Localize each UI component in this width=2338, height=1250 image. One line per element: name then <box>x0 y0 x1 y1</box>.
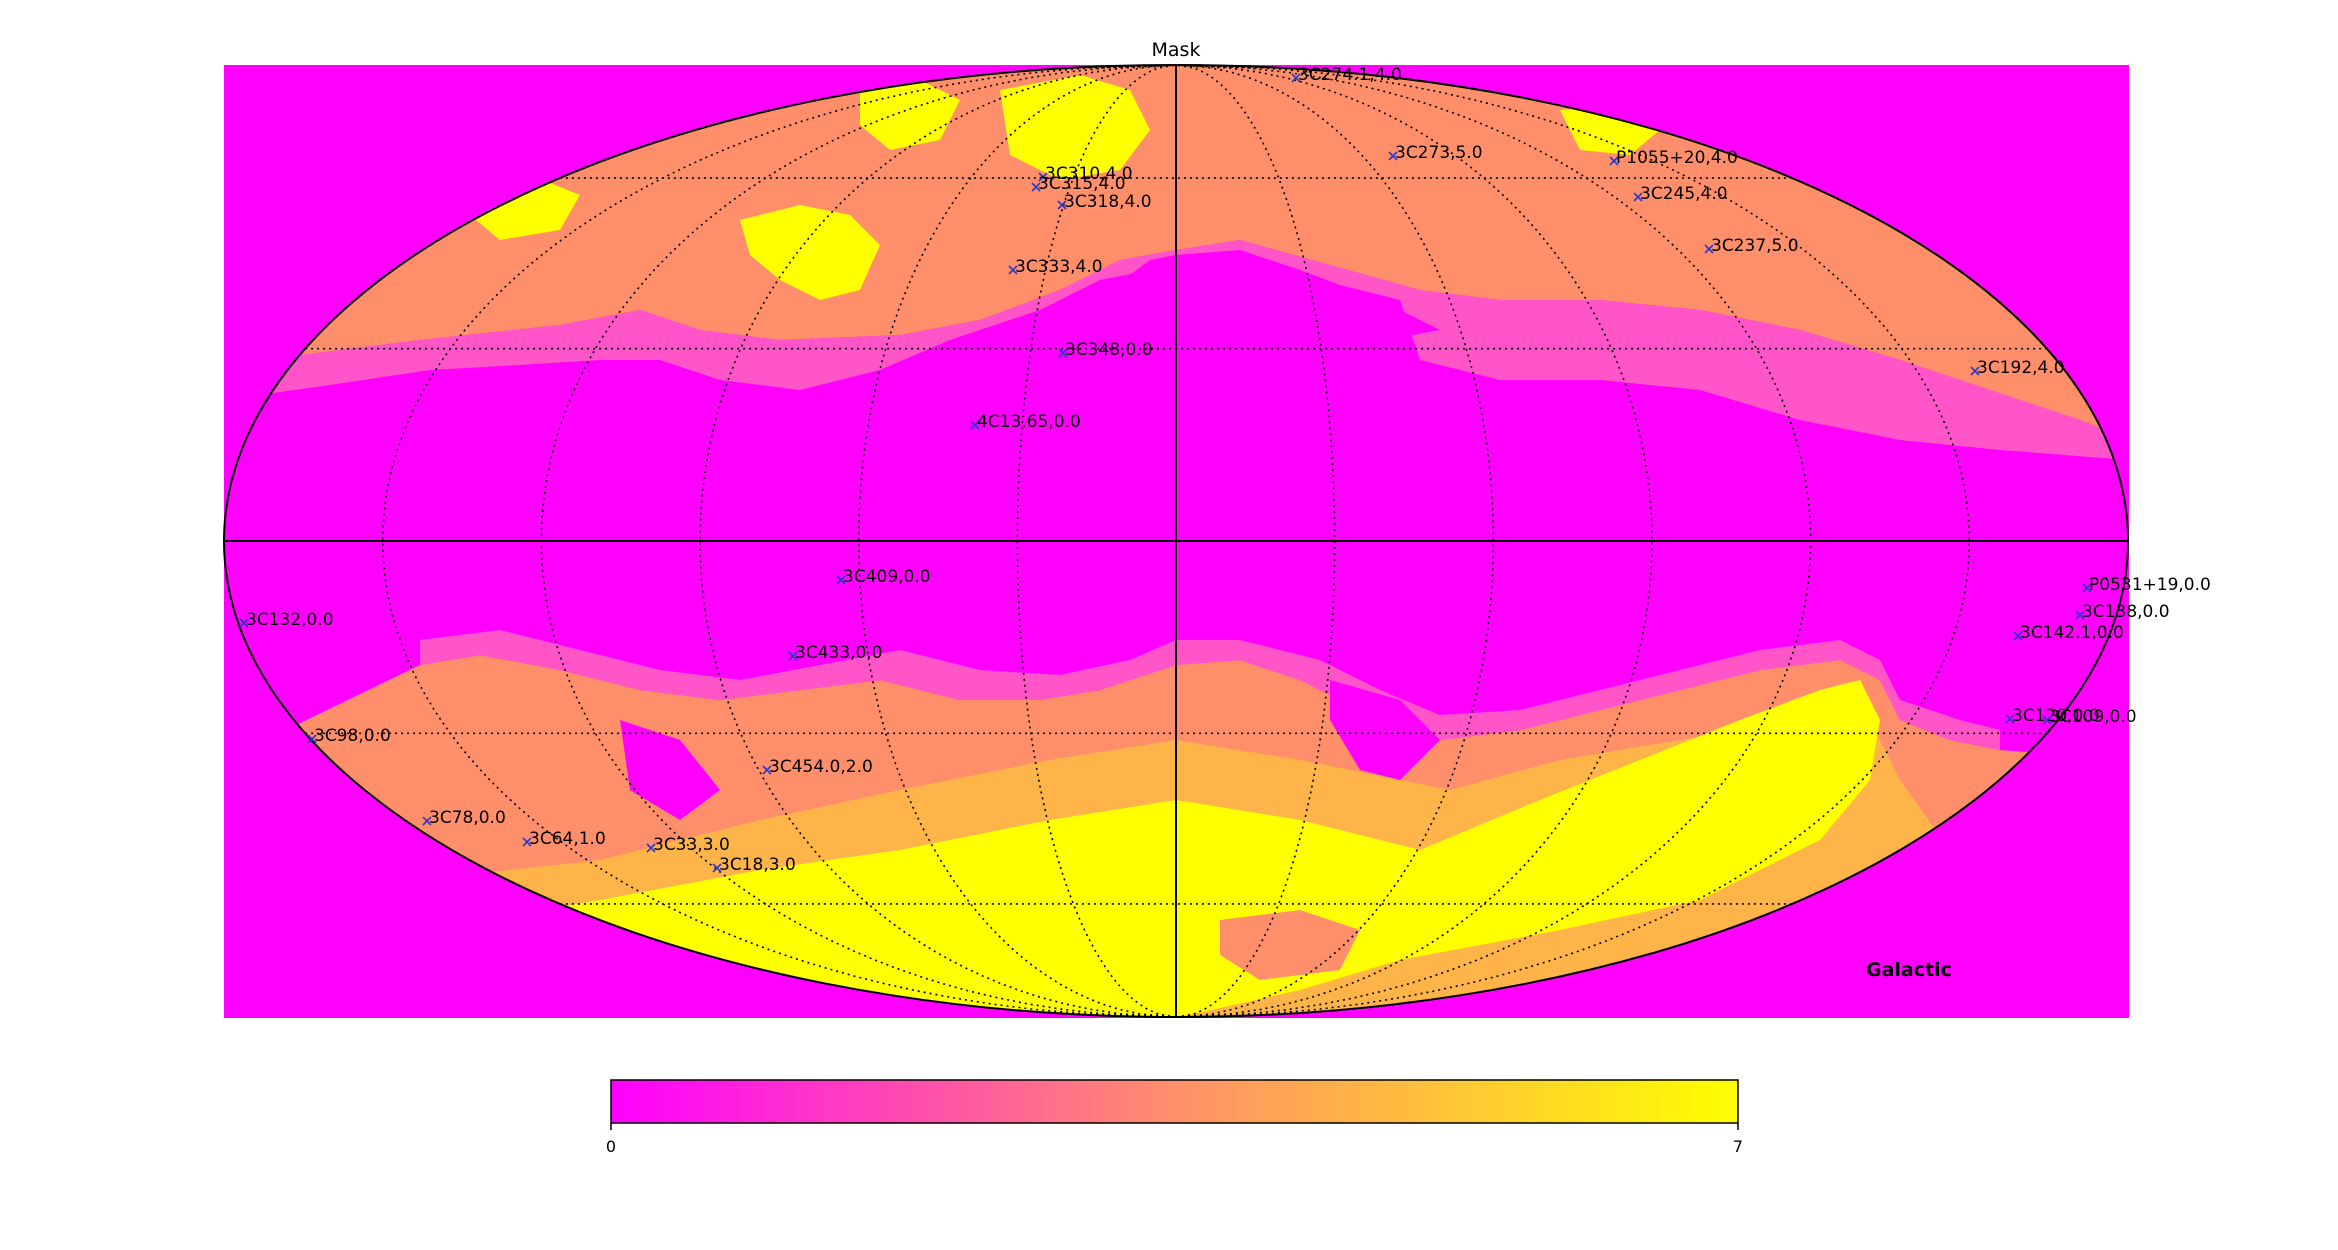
source-marker: 3C120,0.0 <box>2005 706 2100 726</box>
source-label: 3C274.1,4.0 <box>1298 65 1402 85</box>
source-label: 3C33,3.0 <box>653 835 730 855</box>
source-label: 3C433,0.0 <box>795 643 883 663</box>
source-x-icon <box>2042 715 2052 725</box>
source-label: 3C273,5.0 <box>1395 143 1483 163</box>
source-marker: P0531+19,0.0 <box>2082 575 2211 595</box>
source-marker: 3C274.1,4.0 <box>1291 65 1402 85</box>
source-label: 3C245,4.0 <box>1640 184 1728 204</box>
source-x-icon <box>1057 200 1067 210</box>
source-x-icon <box>307 734 317 744</box>
source-marker: 3C138,0.0 <box>2075 602 2170 622</box>
source-x-icon <box>1008 265 1018 275</box>
source-marker: 3C18,3.0 <box>712 855 796 875</box>
source-label: 3C409,0.0 <box>843 567 931 587</box>
north-magenta-intrusion <box>1110 250 1440 380</box>
source-label: 3C78,0.0 <box>429 808 506 828</box>
source-x-icon <box>788 651 798 661</box>
source-x-icon <box>1633 192 1643 202</box>
meridian-line <box>857 64 1177 1018</box>
north-yellow-patch-2 <box>1000 75 1150 180</box>
source-x-icon <box>712 863 722 873</box>
source-marker: 3C433,0.0 <box>788 643 883 663</box>
source-marker: 3C245,4.0 <box>1633 184 1728 204</box>
source-marker: 3C310,4.0 <box>1038 164 1133 184</box>
north-yellow-patch-1 <box>740 205 880 300</box>
source-x-icon <box>1031 182 1041 192</box>
colorbar-max-label: 7 <box>1733 1137 1743 1156</box>
source-marker: 3C64,1.0 <box>522 829 606 849</box>
source-marker: 3C333,4.0 <box>1008 257 1103 277</box>
source-marker: 3C132,0.0 <box>239 610 334 630</box>
map-title: Mask <box>1152 39 1201 61</box>
source-label: 3C318,4.0 <box>1064 192 1152 212</box>
source-x-icon <box>2075 610 2085 620</box>
source-marker: 3C98,0.0 <box>307 726 391 746</box>
north-yellow-patch-3 <box>860 80 960 150</box>
source-x-icon <box>422 816 432 826</box>
source-marker: P1055+20,4.0 <box>1609 148 1738 168</box>
source-label: 3C98,0.0 <box>314 726 391 746</box>
source-marker: 3C273,5.0 <box>1388 143 1483 163</box>
north-salmon-region <box>224 65 2128 440</box>
meridian-line <box>1175 64 1495 1018</box>
source-marker: 3C109,0.0 <box>2042 707 2137 727</box>
source-label: 3C138,0.0 <box>2082 602 2170 622</box>
source-label: P1055+20,4.0 <box>1616 148 1738 168</box>
source-labels: 3C274.1,4.0 3C273,5.0 P1055+20,4.0 3C310… <box>239 65 2211 875</box>
source-x-icon <box>239 618 249 628</box>
source-x-icon <box>836 575 846 585</box>
coordinate-system-label: Galactic <box>1866 959 1952 981</box>
source-x-icon <box>2013 631 2023 641</box>
source-label: 3C109,0.0 <box>2049 707 2137 727</box>
source-x-icon <box>2082 583 2092 593</box>
source-x-icon <box>1388 151 1398 161</box>
south-magenta-intrusion <box>1330 680 1440 780</box>
source-label: 3C142.1,0.0 <box>2020 623 2124 643</box>
source-label: 3C132,0.0 <box>246 610 334 630</box>
source-label: 3C120,0.0 <box>2012 706 2100 726</box>
source-x-icon <box>646 843 656 853</box>
source-x-icon <box>1970 366 1980 376</box>
source-marker: 3C33,3.0 <box>646 835 730 855</box>
source-x-icon <box>1704 244 1714 254</box>
source-marker: 3C348,0.0 <box>1058 340 1153 360</box>
source-marker: 4C13.65,0.0 <box>970 412 1081 432</box>
source-x-icon <box>1058 348 1068 358</box>
south-pink-fringe <box>420 630 2000 750</box>
source-label: 3C315,4.0 <box>1038 174 1126 194</box>
source-label: P0531+19,0.0 <box>2089 575 2211 595</box>
source-marker: 3C192,4.0 <box>1970 358 2065 378</box>
source-x-icon <box>2005 714 2015 724</box>
colorbar <box>610 1079 1739 1124</box>
source-x-icon <box>762 765 772 775</box>
source-x-icon <box>970 420 980 430</box>
south-salmon-patch <box>1220 910 1360 980</box>
north-pink-fringe <box>224 240 2128 460</box>
colorbar-min-label: 0 <box>606 1137 616 1156</box>
source-marker: 3C315,4.0 <box>1031 174 1126 194</box>
south-magenta-left <box>620 720 720 820</box>
source-label: 3C454.0,2.0 <box>769 757 873 777</box>
source-label: 3C18,3.0 <box>719 855 796 875</box>
source-marker: 3C318,4.0 <box>1057 192 1152 212</box>
source-label: 3C333,4.0 <box>1015 257 1103 277</box>
source-label: 3C192,4.0 <box>1977 358 2065 378</box>
source-x-icon <box>1291 73 1301 83</box>
source-x-icon <box>1609 156 1619 166</box>
source-marker: 3C237,5.0 <box>1704 236 1799 256</box>
source-label: 3C348,0.0 <box>1065 340 1153 360</box>
source-marker: 3C409,0.0 <box>836 567 931 587</box>
source-label: 4C13.65,0.0 <box>977 412 1081 432</box>
source-label: 3C64,1.0 <box>529 829 606 849</box>
source-x-icon <box>522 837 532 847</box>
source-marker: 3C78,0.0 <box>422 808 506 828</box>
source-marker: 3C454.0,2.0 <box>762 757 873 777</box>
source-label: 3C237,5.0 <box>1711 236 1799 256</box>
source-x-icon <box>1038 172 1048 182</box>
source-label: 3C310,4.0 <box>1045 164 1133 184</box>
source-marker: 3C142.1,0.0 <box>2013 623 2124 643</box>
